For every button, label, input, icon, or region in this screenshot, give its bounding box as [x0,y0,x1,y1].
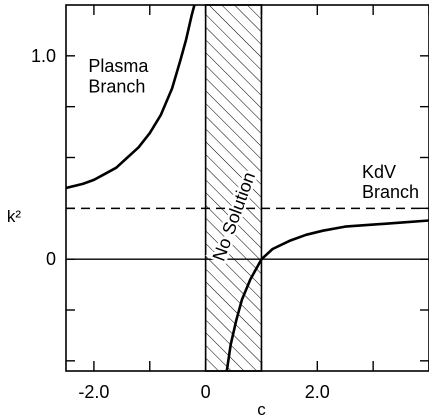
no-solution-band [204,4,263,372]
annotation-2: KdV [362,162,396,182]
plot-frame [65,4,429,372]
y-tick-label: 0 [46,249,56,269]
annotation-0: Plasma [88,56,149,76]
annotation-1: Branch [88,76,145,96]
y-axis-label: k² [7,207,22,226]
y-tick-label: 1.0 [31,46,56,66]
x-tick-label: -2.0 [78,382,109,402]
annotation-3: Branch [362,182,419,202]
x-tick-label: 0 [201,382,211,402]
series-line-plasma-branch [66,5,196,190]
series-line-kdv-branch [225,219,429,371]
x-axis-label: c [257,400,266,419]
x-tick-label: 2.0 [305,382,330,402]
